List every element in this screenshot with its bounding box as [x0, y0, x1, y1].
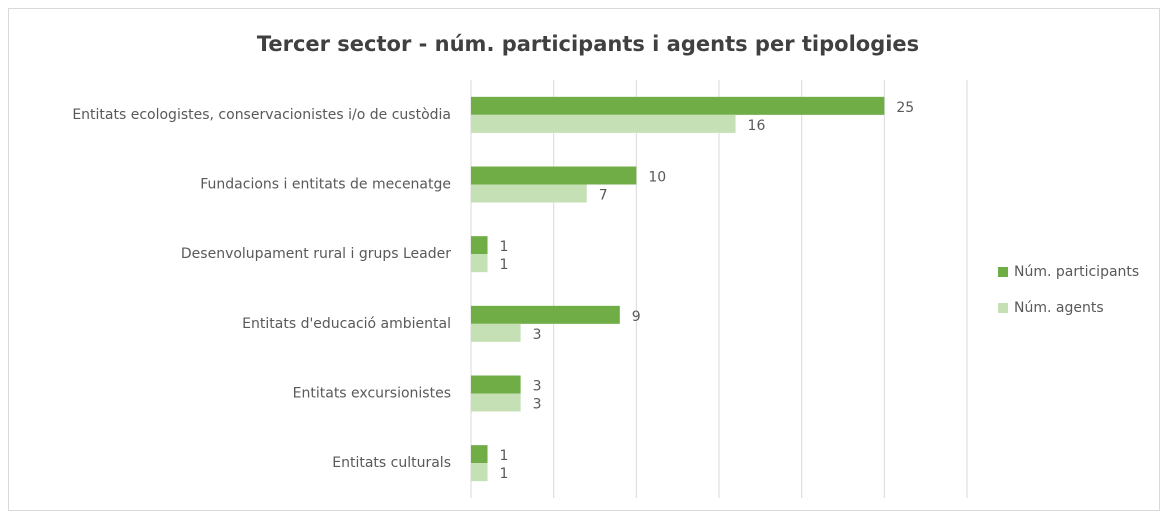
data-label: 16	[748, 118, 766, 134]
data-label: 3	[533, 327, 542, 343]
data-label: 10	[648, 170, 666, 186]
data-label: 1	[500, 239, 509, 255]
bar	[471, 236, 488, 255]
y-tick-label: Entitats ecologistes, conservacionistes …	[72, 107, 451, 123]
chart-frame	[8, 8, 1160, 511]
y-tick-label: Entitats culturals	[332, 455, 451, 471]
chart-title: Tercer sector - núm. participants i agen…	[257, 32, 919, 56]
data-label: 9	[632, 309, 641, 325]
data-label: 1	[500, 448, 509, 464]
data-label: 3	[533, 397, 542, 413]
data-label: 1	[500, 257, 509, 273]
legend-marker	[998, 303, 1008, 313]
legend-label: Núm. agents	[1014, 300, 1104, 316]
bar	[471, 323, 521, 342]
bar	[471, 445, 488, 464]
y-tick-label: Entitats d'educació ambiental	[242, 316, 451, 332]
data-label: 1	[500, 466, 509, 482]
bar	[471, 254, 488, 273]
bar	[471, 114, 736, 133]
bar	[471, 184, 587, 203]
bar	[471, 305, 620, 324]
y-tick-label: Fundacions i entitats de mecenatge	[200, 177, 451, 193]
y-tick-label: Entitats excursionistes	[293, 386, 451, 402]
data-label: 25	[896, 100, 914, 116]
bar	[471, 96, 885, 115]
bar	[471, 166, 637, 185]
bar	[471, 393, 521, 412]
bar	[471, 375, 521, 394]
legend-label: Núm. participants	[1014, 264, 1139, 280]
y-tick-label: Desenvolupament rural i grups Leader	[181, 246, 451, 262]
data-label: 7	[599, 188, 608, 204]
bar	[471, 463, 488, 482]
data-label: 3	[533, 379, 542, 395]
legend-marker	[998, 267, 1008, 277]
